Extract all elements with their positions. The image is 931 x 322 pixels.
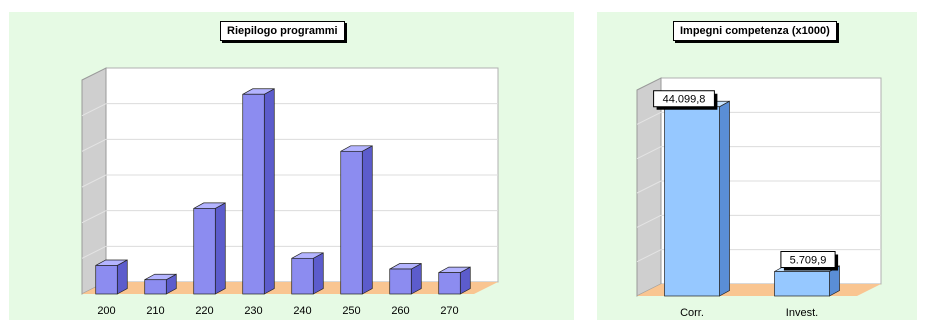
- x-tick-label: Invest.: [786, 307, 818, 319]
- x-tick-label: 220: [195, 305, 213, 317]
- x-tick-label: 200: [97, 305, 115, 317]
- bar-side-200: [116, 259, 128, 295]
- x-tick-label: 260: [391, 305, 409, 317]
- bar-270: [438, 272, 461, 295]
- bar-200: [95, 265, 118, 295]
- bar-260: [389, 268, 412, 295]
- bar-side-220: [214, 202, 226, 295]
- bar-230: [242, 93, 265, 295]
- data-label: 44.099,8: [663, 94, 706, 106]
- gridline-side: [81, 245, 107, 259]
- gridline-side: [636, 214, 662, 228]
- bar-Corr.: [664, 106, 720, 297]
- gridline-side: [636, 146, 662, 160]
- x-tick-label: 270: [440, 305, 458, 317]
- chart-title-impegni: Impegni competenza (x1000): [673, 21, 837, 41]
- gridline-side: [81, 103, 107, 117]
- gridline-side: [81, 174, 107, 188]
- chart-panel-impegni: Corr. 44.099,8 Invest. 5.709,9 Impegni comp…: [597, 12, 917, 320]
- gridline-side: [636, 180, 662, 194]
- bar-side-230: [263, 88, 275, 295]
- chart-canvas-programmi: 200 210 220 230 240 250 260 270: [81, 67, 499, 317]
- x-tick-label: 210: [146, 305, 164, 317]
- bar-side-250: [361, 145, 373, 295]
- data-label-box: [780, 250, 836, 268]
- chart-title-programmi: Riepilogo programmi: [220, 21, 345, 41]
- gridline-side: [636, 111, 662, 125]
- bar-side-Corr.: [719, 100, 730, 297]
- x-tick-label: 240: [293, 305, 311, 317]
- bar-side-240: [312, 252, 324, 295]
- gridline-side: [81, 138, 107, 152]
- bar-240: [291, 257, 314, 295]
- bar-250: [340, 150, 363, 295]
- x-tick-label: 250: [342, 305, 360, 317]
- gridline-side: [636, 249, 662, 263]
- bar-Invest.: [774, 271, 830, 297]
- chart-panel-programmi: 200 210 220 230 240 250 260 270 Riepilogo progr…: [9, 12, 574, 320]
- x-tick-label: Corr.: [680, 307, 704, 319]
- data-label: 5.709,9: [790, 254, 827, 266]
- data-label-box: [653, 90, 715, 108]
- gridline-side: [81, 210, 107, 224]
- chart-canvas-impegni: Corr. 44.099,8 Invest. 5.709,9: [636, 77, 882, 319]
- bar-210: [144, 279, 167, 295]
- bar-220: [193, 208, 216, 295]
- x-tick-label: 230: [244, 305, 262, 317]
